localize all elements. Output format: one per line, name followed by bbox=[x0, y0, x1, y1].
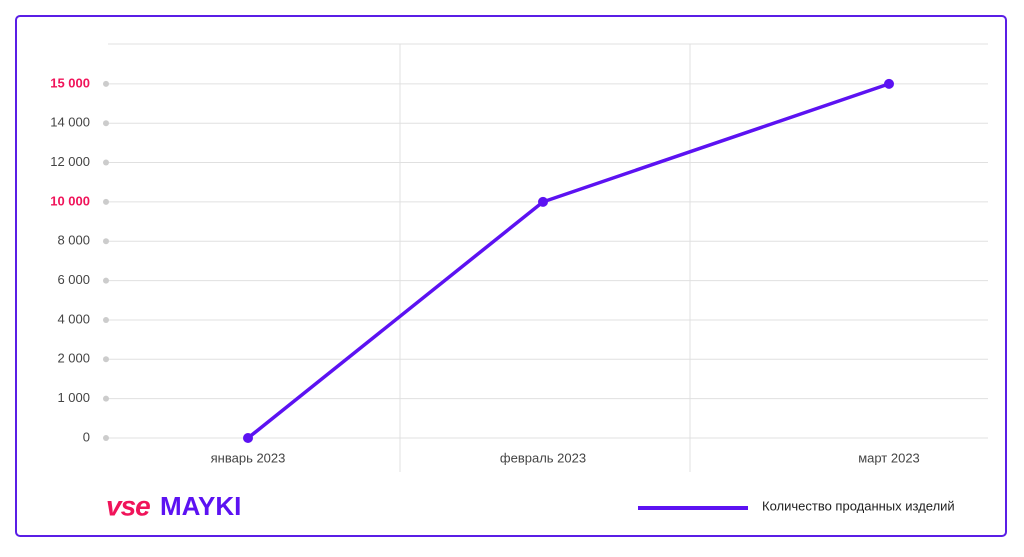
tick-dot bbox=[103, 120, 109, 127]
y-tick-label: 6 000 bbox=[57, 272, 90, 287]
tick-dot bbox=[103, 238, 109, 245]
tick-dot bbox=[103, 316, 109, 323]
point bbox=[884, 78, 894, 89]
x-tick-label: январь 2023 bbox=[211, 450, 286, 465]
y-tick-label: 4 000 bbox=[57, 311, 90, 326]
tick-dot bbox=[103, 395, 109, 402]
y-tick-label: 1 000 bbox=[57, 390, 90, 405]
tick-dot bbox=[103, 198, 109, 205]
logo-part1: vse bbox=[106, 490, 150, 521]
point bbox=[538, 196, 548, 207]
y-tick-label: 15 000 bbox=[50, 75, 90, 90]
x-tick-label: март 2023 bbox=[858, 450, 920, 465]
y-tick-label: 12 000 bbox=[50, 154, 90, 169]
tick-dot bbox=[103, 435, 109, 441]
x-tick-label: февраль 2023 bbox=[500, 450, 586, 465]
series-line bbox=[246, 82, 890, 440]
tick-dot bbox=[103, 356, 109, 363]
y-tick-label: 14 000 bbox=[50, 115, 90, 130]
logo-part2: MAYKI bbox=[160, 491, 241, 521]
tick-dot bbox=[103, 277, 109, 284]
y-tick-label: 2 000 bbox=[57, 351, 90, 366]
tick-dot bbox=[103, 159, 109, 166]
legend-label: Количество проданных изделий bbox=[762, 498, 955, 513]
y-tick-label: 8 000 bbox=[57, 233, 90, 248]
y-tick-label: 0 bbox=[83, 429, 90, 444]
frame bbox=[15, 15, 1007, 537]
tick-dot bbox=[103, 80, 109, 87]
point bbox=[243, 433, 253, 443]
y-tick-label: 10 000 bbox=[50, 193, 90, 208]
